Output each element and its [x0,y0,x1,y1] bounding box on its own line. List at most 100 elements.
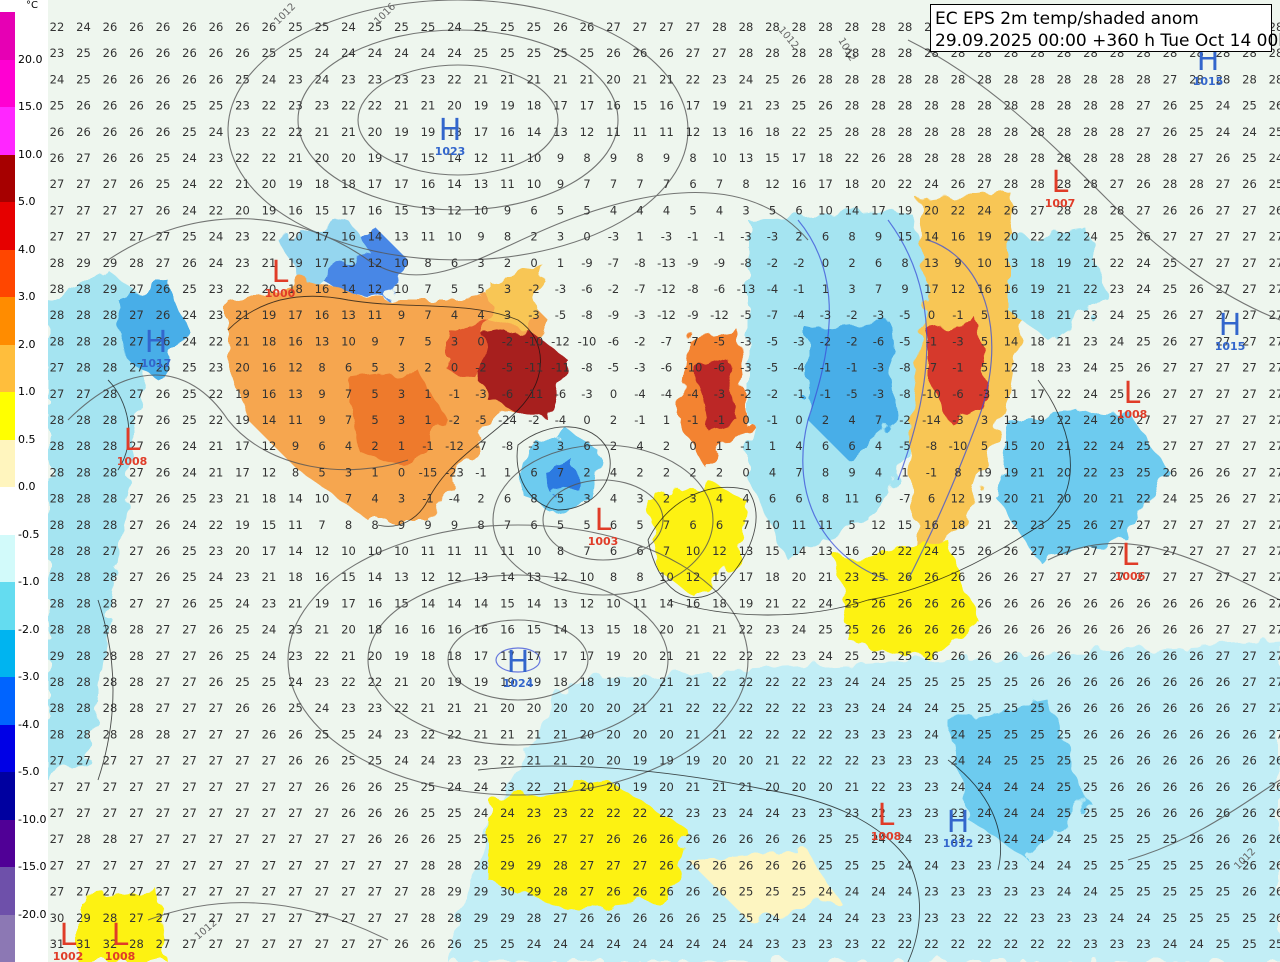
grid-value: 23 [977,885,992,899]
grid-value: 27 [235,832,250,846]
grid-value: 27 [235,754,250,768]
grid-value: 26 [156,570,171,584]
grid-value: 24 [209,256,224,270]
grid-value: 4 [636,439,643,453]
grid-value: 15 [633,99,648,113]
grid-value: 24 [182,439,197,453]
grid-value: 23 [421,72,436,86]
grid-value: 23 [1110,937,1125,951]
grid-value: 25 [1136,465,1151,479]
grid-value: 16 [500,125,515,139]
grid-value: 24 [76,20,91,34]
grid-value: 25 [1242,99,1257,113]
grid-value: 22 [871,780,886,794]
grid-value: 26 [977,570,992,584]
grid-value: 15 [712,570,727,584]
grid-value: 28 [1110,151,1125,165]
grid-value: 27 [182,780,197,794]
grid-value: 11 [633,125,648,139]
grid-value: 22 [898,177,913,191]
grid-value: 25 [421,806,436,820]
grid-value: 27 [1189,230,1204,244]
grid-value: 24 [951,780,966,794]
grid-value: 23 [951,858,966,872]
grid-value: 28 [76,649,91,663]
grid-value: 27 [1242,570,1257,584]
grid-value: 26 [1004,203,1019,217]
grid-value: 24 [1163,937,1178,951]
grid-value: 7 [795,465,802,479]
grid-value: 26 [633,46,648,60]
grid-value: 19 [1030,413,1045,427]
grid-value: 27 [1242,282,1257,296]
grid-value: -23 [445,465,464,479]
legend-tick-label: 5.0 [18,195,36,208]
grid-value: 20 [818,780,833,794]
grid-value: 26 [156,99,171,113]
grid-value: 2 [610,439,617,453]
grid-value: 3 [451,334,458,348]
grid-value: 28 [76,282,91,296]
grid-value: 20 [924,203,939,217]
grid-value: 25 [1004,727,1019,741]
grid-value: 10 [447,230,462,244]
grid-value: 9 [663,151,670,165]
grid-value: 25 [500,937,515,951]
grid-value: 27 [156,885,171,899]
grid-value: 20 [633,727,648,741]
grid-value: 27 [156,623,171,637]
grid-value: 26 [951,623,966,637]
grid-value: 28 [871,20,886,34]
grid-value: 28 [845,20,860,34]
grid-value: 27 [1242,203,1257,217]
grid-value: 10 [765,518,780,532]
grid-value: 6 [530,465,537,479]
grid-value: 5 [451,282,458,296]
grid-value: 28 [50,308,65,322]
grid-value: -10 [922,387,941,401]
grid-value: 27 [1030,544,1045,558]
grid-value: 25 [1269,177,1280,191]
grid-value: 0 [795,413,802,427]
grid-value: 20 [447,99,462,113]
grid-value: 23 [765,623,780,637]
grid-value: -1 [793,387,804,401]
grid-value: 27 [1030,570,1045,584]
grid-value: 20 [606,72,621,86]
grid-value: 8 [636,570,643,584]
grid-value: 2 [477,492,484,506]
grid-value: 27 [1216,282,1231,296]
grid-value: 11 [447,544,462,558]
grid-value: -1 [820,361,831,375]
grid-value: 28 [818,46,833,60]
grid-value: -5 [502,361,513,375]
grid-value: 25 [1216,937,1231,951]
grid-value: 18 [341,177,356,191]
coastline [477,765,920,962]
grid-value: 27 [50,806,65,820]
grid-value: 27 [1216,439,1231,453]
grid-value: 21 [474,701,489,715]
grid-value: 27 [1057,570,1072,584]
grid-value: 26 [659,911,674,925]
grid-value: 17 [235,465,250,479]
grid-value: 25 [182,361,197,375]
grid-value: 27 [1030,203,1045,217]
grid-value: 22 [792,701,807,715]
grid-value: 24 [871,701,886,715]
grid-value: 28 [1163,151,1178,165]
grid-value: 25 [1242,151,1257,165]
grid-value: -7 [661,334,672,348]
grid-value: 4 [769,465,776,479]
grid-value: 26 [1242,832,1257,846]
grid-value: 22 [765,675,780,689]
grid-value: 13 [288,387,303,401]
low-pressure-symbol: L [1124,376,1141,411]
color-legend: °C 20.0 15.0 10.0 5.0 4.0 3.0 2.0 1.0 0.5 0.0 -0.5… [0,0,48,962]
grid-value: 12 [580,125,595,139]
grid-value: 6 [610,518,617,532]
grid-value: 24 [898,701,913,715]
grid-value: 26 [580,20,595,34]
grid-value: -4 [555,413,566,427]
grid-value: -5 [740,308,751,322]
